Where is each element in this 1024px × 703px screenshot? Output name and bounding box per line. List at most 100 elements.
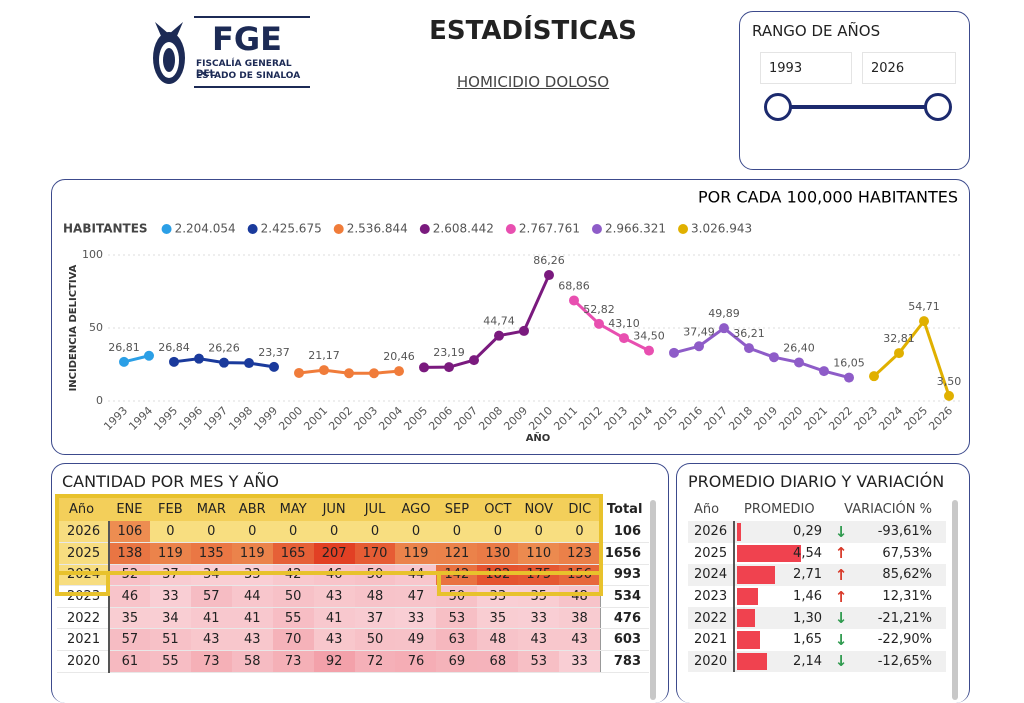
x-tick-label: 2025 <box>901 404 930 433</box>
scrollbar[interactable] <box>952 500 958 700</box>
column-header: Año <box>57 497 109 521</box>
value-cell: 119 <box>231 542 273 565</box>
value-cell: 41 <box>313 607 355 630</box>
point <box>619 333 629 344</box>
value-cell: 121 <box>436 542 478 565</box>
x-tick-label: 2011 <box>551 404 580 433</box>
legend-swatch <box>591 224 602 234</box>
x-tick-label: 1996 <box>176 404 205 433</box>
value-cell: 33 <box>149 585 191 608</box>
data-label: 26,81 <box>108 341 140 354</box>
x-tick-label: 2013 <box>601 404 630 433</box>
point <box>569 295 579 306</box>
value-cell: 73 <box>190 650 232 673</box>
value-cell: 69 <box>436 650 478 673</box>
slider-handle[interactable] <box>924 93 952 121</box>
point <box>669 347 679 358</box>
data-label: 16,05 <box>833 357 865 370</box>
value-cell: 0 <box>518 521 560 544</box>
value-cell: 0 <box>231 521 273 544</box>
logo-emblem <box>153 22 185 84</box>
monthly-table: Año ENE FEB MAR ABR MAY JUN JUL AGO SEP OCT NOV DIC T… <box>57 497 649 673</box>
x-tick-label: 1993 <box>101 404 130 433</box>
point <box>394 366 404 377</box>
data-label: 49,89 <box>708 307 740 320</box>
table-row: 2023 46 33 57 44 50 43 48 47 50 33 35 48 534 <box>57 585 649 608</box>
year-cell: 2023 <box>688 585 735 608</box>
slider-handle[interactable] <box>764 93 792 121</box>
average-label: 2,14 <box>793 653 822 669</box>
total-cell: 476 <box>599 607 649 630</box>
average-cell: 1,30 <box>734 607 830 629</box>
x-tick-label: 2012 <box>576 404 605 433</box>
average-label: 1,30 <box>793 610 822 626</box>
value-cell: 37 <box>354 607 396 630</box>
page-subtitle: HOMICIDIO DOLOSO <box>456 73 610 91</box>
value-cell: 41 <box>231 607 273 630</box>
x-tick-label: 2021 <box>801 404 830 433</box>
value-cell: 42 <box>272 564 314 587</box>
x-tick-label: 2017 <box>701 404 730 433</box>
average-cell: 1,65 <box>734 629 830 651</box>
value-cell: 63 <box>436 628 478 652</box>
average-cell: 2,71 <box>734 564 830 586</box>
range-slicer: RANGO DE AÑOS 1993 2026 <box>739 11 970 170</box>
average-label: 2,71 <box>793 567 822 583</box>
point <box>144 350 154 361</box>
point <box>244 358 254 369</box>
year-cell: 2024 <box>57 564 110 587</box>
year-cell: 2021 <box>688 628 735 651</box>
value-cell: 50 <box>436 585 478 608</box>
trend-arrow: ↓ <box>834 630 848 649</box>
change-cell: -12,65% <box>877 653 932 669</box>
x-tick-label: 2009 <box>501 404 530 433</box>
range-to[interactable]: 2026 <box>862 52 956 84</box>
table-row: 2025 4,54 ↑ 67,53% <box>688 542 946 565</box>
value-cell: 43 <box>190 628 232 652</box>
year-cell: 2023 <box>57 585 110 608</box>
value-cell: 53 <box>436 607 478 630</box>
value-cell: 44 <box>395 564 437 587</box>
value-cell: 47 <box>395 585 437 608</box>
average-cell: 0,29 <box>734 521 830 543</box>
column-header: AGO <box>395 497 437 521</box>
year-cell: 2021 <box>57 628 110 652</box>
scrollbar[interactable] <box>650 500 656 700</box>
average-cell: 4,54 <box>734 543 830 565</box>
value-cell: 58 <box>231 650 273 673</box>
total-cell: 106 <box>599 521 649 544</box>
value-cell: 49 <box>395 628 437 652</box>
bar <box>737 630 761 649</box>
x-tick-label: 2015 <box>651 404 680 433</box>
data-label: 23,19 <box>433 346 465 359</box>
average-label: 1,46 <box>793 589 822 605</box>
daily-table: Año PROMEDIO VARIACIÓN % 2026 0,29 ↓ -93,61% 20… <box>688 497 946 673</box>
value-cell: 34 <box>190 564 232 587</box>
x-tick-label: 2019 <box>751 404 780 433</box>
column-header: MAY <box>272 497 314 521</box>
value-cell: 165 <box>272 542 314 565</box>
value-cell: 43 <box>518 628 560 652</box>
range-from[interactable]: 1993 <box>760 52 852 84</box>
value-cell: 37 <box>149 564 191 587</box>
x-tick-label: 2023 <box>851 404 880 433</box>
year-cell: 2025 <box>688 542 735 565</box>
point <box>519 325 529 336</box>
legend-label: 2.204.054 <box>175 222 236 236</box>
column-header: JUN <box>313 497 355 521</box>
column-header: MAR <box>190 497 232 521</box>
header-row: Año PROMEDIO VARIACIÓN % <box>688 497 946 521</box>
point <box>469 355 479 366</box>
value-cell: 34 <box>149 607 191 630</box>
data-label: 26,84 <box>158 341 190 354</box>
column-header: PROMEDIO <box>744 501 815 517</box>
point <box>169 356 179 367</box>
value-cell: 0 <box>477 521 519 544</box>
slider-track <box>778 105 938 109</box>
total-cell: 603 <box>599 628 649 652</box>
trend-arrow: ↑ <box>834 544 848 563</box>
data-label: 34,50 <box>633 330 665 343</box>
average-label: 0,29 <box>793 524 822 540</box>
legend-label: 2.536.844 <box>347 222 408 236</box>
value-cell: 33 <box>518 607 560 630</box>
